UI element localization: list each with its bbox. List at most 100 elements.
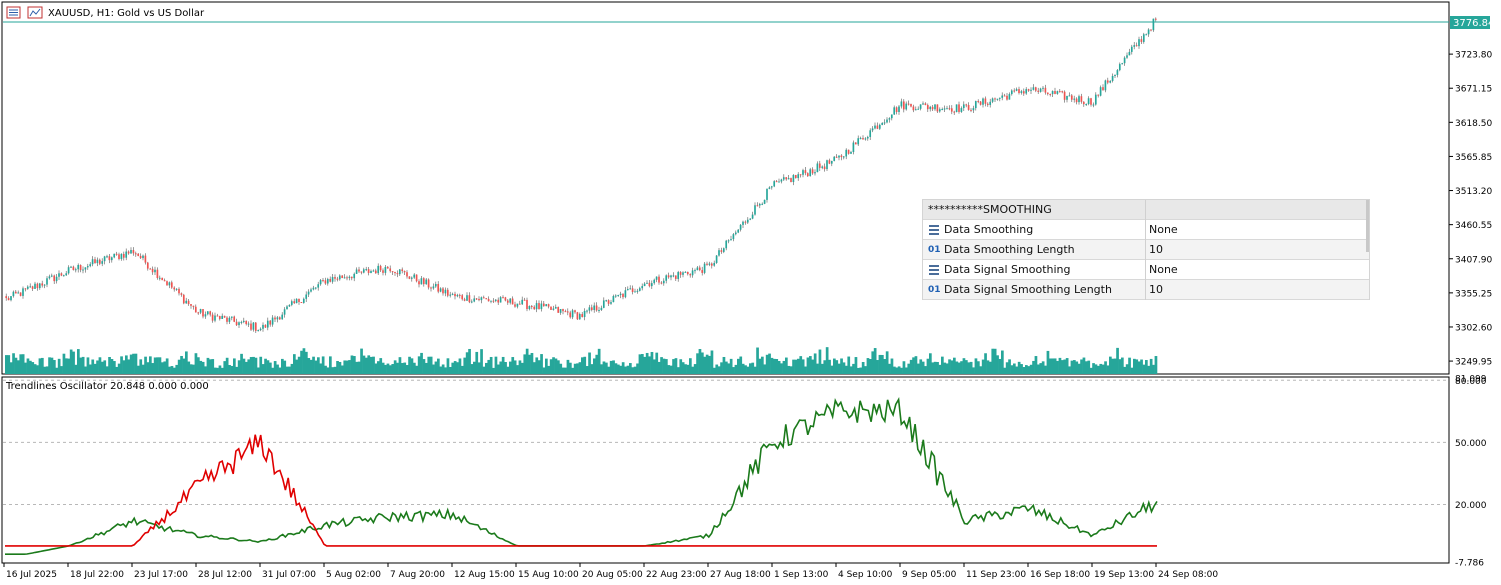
volume-bar [348, 360, 351, 374]
candle-body [110, 257, 113, 261]
input-value[interactable]: None [1149, 263, 1178, 276]
time-axis: 16 Jul 2025 18 Jul 22:00 23 Jul 17:00 28 Ju… [3, 563, 1218, 580]
input-value[interactable]: 10 [1149, 243, 1163, 256]
volume-bar [115, 366, 119, 374]
candle-body [310, 289, 312, 292]
volume-bar [1154, 356, 1158, 374]
candle-body [120, 253, 123, 259]
volume-bar [962, 358, 966, 374]
candle-body [1138, 39, 1140, 47]
volume-bar [626, 365, 630, 374]
candle-body [343, 277, 346, 279]
volume-bar [785, 357, 788, 374]
candle-body [144, 255, 147, 263]
volume-bar [108, 357, 111, 374]
input-row-data-smoothing-length[interactable]: 01 Data Smoothing Length 10 [923, 240, 1369, 260]
candle-body [403, 271, 406, 273]
volume-bar [797, 358, 800, 374]
candle-body [617, 295, 620, 297]
volume-bar [609, 360, 613, 374]
volume-bar [653, 359, 656, 374]
volume-bar [113, 361, 116, 374]
candle-body [766, 188, 768, 200]
volume-bar [864, 366, 867, 374]
volume-bar [818, 349, 822, 374]
input-row-data-signal-smoothing-length[interactable]: 01 Data Signal Smoothing Length 10 [923, 280, 1369, 300]
volume-bar [989, 361, 992, 374]
candle-body [1094, 94, 1097, 105]
candle-body [254, 322, 257, 331]
input-value[interactable]: 10 [1149, 283, 1163, 296]
candle-body [595, 305, 598, 311]
candle-body [528, 305, 531, 309]
candle-body [161, 277, 164, 281]
volume-bar [350, 355, 354, 374]
candle-body [34, 283, 36, 289]
volume-bar [233, 358, 236, 374]
candle-body [1097, 94, 1100, 96]
candle-body [859, 138, 862, 140]
candle-body [893, 107, 896, 115]
candle-body [970, 109, 972, 111]
candle-body [1022, 91, 1025, 94]
volume-bar [252, 356, 255, 374]
candle-body [1066, 96, 1068, 100]
candle-body [907, 103, 910, 105]
volume-bar [1089, 367, 1093, 374]
numeric-icon: 01 [928, 245, 941, 255]
candle-body [53, 275, 56, 282]
time-tick-label: 20 Aug 05:00 [582, 570, 643, 580]
chart-window-icon[interactable] [27, 6, 43, 19]
price-tick-label: 3407.90 [1455, 255, 1492, 265]
candle-body [554, 307, 557, 309]
input-value[interactable]: None [1149, 223, 1178, 236]
candle-body [559, 308, 562, 313]
candle-body [24, 288, 27, 290]
volume-bar [518, 360, 522, 374]
volume-bar [153, 357, 157, 374]
candle-body [1133, 45, 1136, 47]
volume-bar [453, 361, 457, 374]
volume-bar [170, 366, 174, 374]
volume-bar [713, 367, 716, 374]
input-row-data-signal-smoothing[interactable]: Data Signal Smoothing None [923, 260, 1369, 280]
volume-bar [1094, 364, 1098, 374]
candle-body [166, 281, 168, 286]
volume-bar [823, 360, 827, 374]
current-price-badge: 3776.84 [1450, 16, 1494, 29]
candle-body [271, 317, 274, 325]
volume-bar [12, 353, 15, 374]
volume-bar [396, 362, 399, 374]
candle-body [756, 205, 759, 207]
volume-bar [324, 365, 327, 374]
volume-bar [1080, 359, 1083, 374]
candle-body [168, 282, 171, 286]
volume-bar [249, 357, 253, 374]
candle-body [41, 283, 44, 286]
volume-bar [429, 356, 433, 374]
candle-body [322, 280, 324, 282]
candle-body [593, 305, 596, 310]
candle-body [739, 224, 742, 230]
volume-bar [1065, 358, 1069, 374]
volume-bar [79, 357, 83, 374]
volume-bar [569, 362, 572, 374]
volume-bar [487, 359, 491, 374]
input-row-data-smoothing[interactable]: Data Smoothing None [923, 220, 1369, 240]
candle-body [686, 271, 689, 275]
volume-bar [230, 365, 234, 374]
price-tick-label: 3460.55 [1455, 221, 1492, 231]
candle-body [262, 324, 264, 329]
volume-bar [293, 354, 296, 374]
candle-body [1145, 34, 1148, 36]
price-tick-label: 3565.85 [1455, 153, 1492, 163]
candle-body [430, 287, 432, 289]
candle-body [538, 303, 540, 310]
volume-bar [74, 364, 78, 374]
candle-body [602, 300, 605, 308]
volume-bar [674, 358, 678, 374]
volume-bar [477, 362, 481, 374]
chart-list-icon[interactable] [6, 6, 21, 19]
inputs-scrollbar[interactable] [1366, 200, 1369, 252]
